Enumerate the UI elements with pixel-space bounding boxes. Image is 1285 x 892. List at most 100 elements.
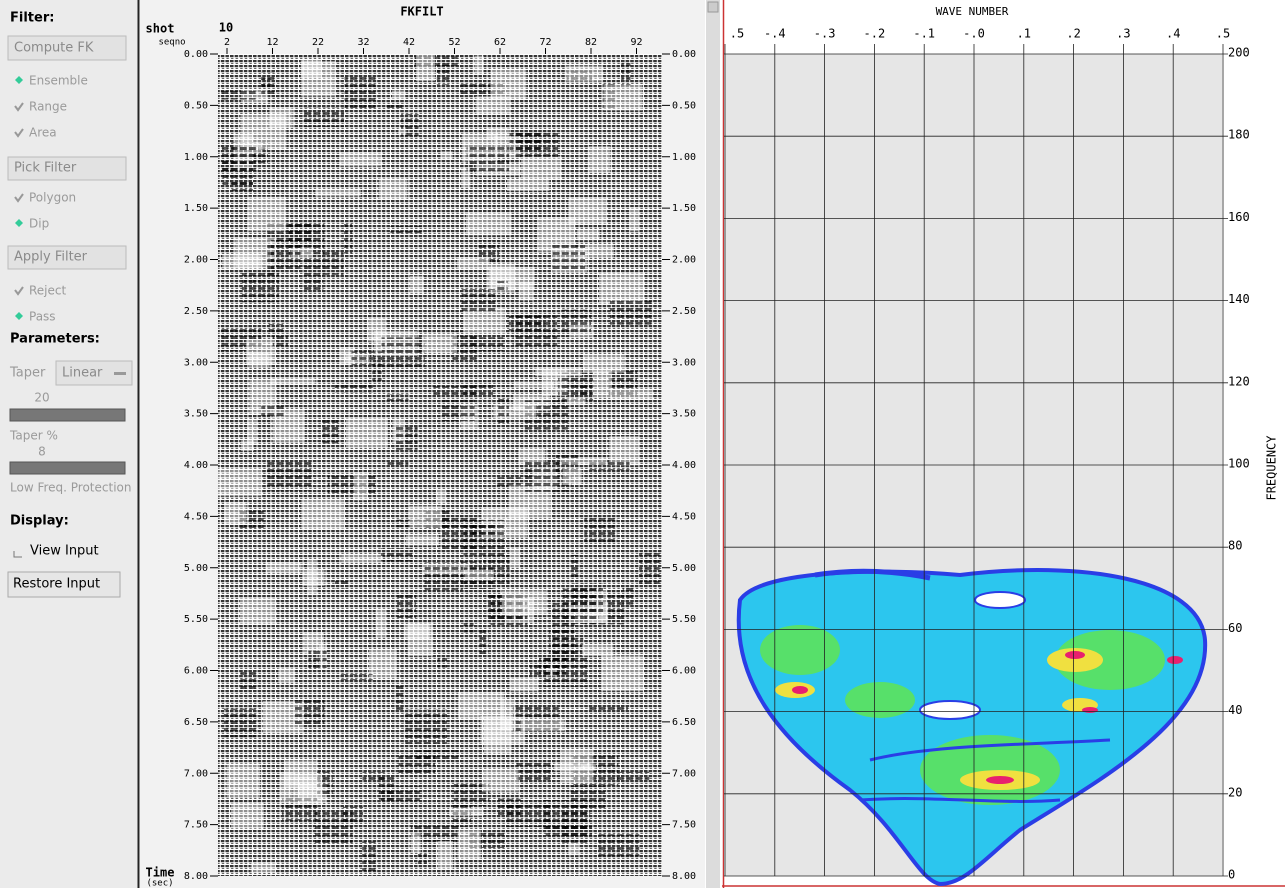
trace-texture [405, 625, 430, 640]
trace-texture [295, 698, 324, 727]
trace-texture [308, 649, 326, 670]
x-tick-label: -.3 [814, 27, 836, 41]
trace-texture [385, 394, 409, 400]
trace-texture [437, 65, 450, 85]
trace-texture [521, 719, 565, 732]
trace-texture [568, 842, 578, 855]
trace-texture [511, 678, 539, 691]
trace-texture [345, 76, 376, 111]
y-tick-label: 40 [1228, 703, 1242, 717]
trace-label: 52 [448, 37, 460, 48]
y-tick-label: 20 [1228, 785, 1242, 799]
trace-texture [382, 337, 425, 369]
trace-texture [223, 162, 253, 186]
trace-texture [344, 220, 352, 254]
slider-value: 8 [38, 445, 46, 459]
trace-texture [423, 334, 458, 354]
time-tick-label: 0.50 [672, 100, 696, 111]
trace-label: 22 [312, 37, 324, 48]
y-tick-label: 100 [1228, 457, 1250, 471]
shot-value: 10 [219, 21, 233, 35]
trace-texture [568, 197, 606, 223]
splitter[interactable] [706, 0, 720, 888]
trace-texture [516, 759, 551, 784]
trace-texture [246, 340, 276, 365]
trace-texture [381, 548, 412, 561]
pick-filter-button[interactable]: Pick Filter [8, 157, 126, 180]
time-tick-label: 7.00 [672, 768, 696, 779]
trace-texture [609, 436, 639, 465]
compute-fk-button[interactable]: Compute FK [8, 36, 126, 60]
x-tick-label: .1 [1017, 27, 1031, 41]
trace-texture [610, 389, 652, 400]
trace-texture [551, 603, 575, 633]
trace-texture [457, 257, 490, 270]
trace-texture [425, 562, 463, 590]
trace-texture [601, 655, 643, 691]
apply-filter-button[interactable]: Apply Filter [8, 246, 126, 269]
trace-texture [406, 535, 439, 545]
restore-input-button[interactable]: Restore Input [8, 572, 120, 597]
trace-label: 2 [224, 37, 230, 48]
trace-texture [490, 69, 526, 100]
trace-texture [441, 151, 453, 159]
trace-texture [535, 367, 582, 376]
trace-texture [354, 472, 368, 500]
trace-texture [598, 834, 640, 856]
trace-texture [482, 769, 519, 792]
trace-texture [411, 833, 421, 853]
trace-texture [242, 270, 279, 302]
taper-slider[interactable] [10, 409, 125, 421]
trace-texture [514, 381, 554, 387]
trace-texture [630, 207, 638, 231]
trace-texture [594, 370, 612, 398]
trace-texture [466, 212, 512, 235]
trace-texture [340, 674, 372, 680]
trace-texture [341, 554, 383, 563]
trace-texture [410, 276, 424, 294]
heading: Parameters: [10, 332, 100, 347]
time-tick-label: 2.00 [184, 255, 208, 266]
trace-texture [510, 130, 541, 152]
trace-texture [335, 580, 350, 588]
dropdown-value: Linear [62, 366, 103, 381]
y-axis-label: FREQUENCY [1265, 435, 1279, 501]
trace-texture [379, 178, 408, 199]
x-axis-label: WAVE NUMBER [936, 5, 1009, 18]
trace-texture [588, 704, 628, 713]
low-freq-slider[interactable] [10, 462, 125, 474]
trace-texture [449, 808, 483, 816]
trace-texture [335, 384, 373, 393]
option-label: Reject [29, 284, 66, 298]
x-tick-label: -.1 [913, 27, 935, 41]
time-tick-label: 2.00 [672, 255, 696, 266]
trace-texture [436, 489, 446, 503]
taper-dropdown[interactable]: Linear [56, 361, 132, 385]
trace-texture [379, 776, 395, 800]
app-window: Filter: Compute FK Ensemble Range Area P… [0, 0, 1285, 888]
trace-texture [552, 245, 585, 270]
x-tick-label: .5 [1216, 27, 1230, 41]
x-tick-label: .2 [1066, 27, 1080, 41]
time-tick-label: 3.50 [184, 409, 208, 420]
trace-texture [513, 315, 557, 347]
checkbox-label: View Input [30, 544, 99, 559]
time-tick-label: 1.00 [184, 152, 208, 163]
trace-texture [273, 336, 288, 349]
trace-texture [511, 548, 521, 567]
trace-texture [224, 502, 246, 524]
time-tick-label: 1.00 [672, 152, 696, 163]
trace-texture [562, 310, 591, 337]
trace-texture [582, 645, 614, 656]
time-tick-label: 2.50 [184, 306, 208, 317]
trace-texture [392, 90, 405, 100]
trace-texture [362, 842, 377, 873]
trace-texture [340, 152, 382, 166]
time-tick-label: 1.50 [672, 203, 696, 214]
trace-texture [603, 85, 642, 111]
x-tick-label: .4 [1166, 27, 1180, 41]
trace-texture [304, 258, 323, 293]
trace-texture [301, 499, 344, 529]
trace-texture [539, 655, 566, 674]
y-tick-label: 160 [1228, 210, 1250, 224]
